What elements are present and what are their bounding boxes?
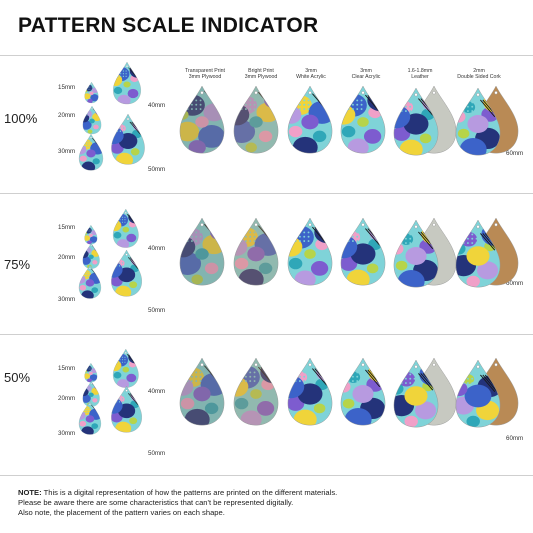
size-guide-earring <box>113 61 141 105</box>
page-title: PATTERN SCALE INDICATOR <box>18 14 319 37</box>
material-sample-earring <box>455 359 501 428</box>
material-sample-earring <box>340 85 386 154</box>
size-label-40mm: 40mm <box>148 245 166 252</box>
size-guide-earring <box>111 113 145 165</box>
size-label-20mm: 20mm <box>58 112 76 119</box>
disclaimer-note: NOTE: This is a digital representation o… <box>18 488 518 518</box>
size-label-20mm: 20mm <box>58 254 76 261</box>
material-sample-earring <box>393 87 439 156</box>
size-label-20mm: 20mm <box>58 395 76 402</box>
size-guide-earring <box>84 81 99 104</box>
size-guide-earring <box>84 363 98 383</box>
note-line-1: This is a digital representation of how … <box>41 488 338 497</box>
material-sample-earring <box>393 219 439 288</box>
material-header-white-acrylic: 3mm White Acrylic <box>296 68 326 81</box>
size-guide-earring <box>111 249 142 297</box>
material-sample-earring <box>179 85 225 154</box>
material-sample-earring <box>233 217 279 286</box>
note-line-2: Please be aware there are some character… <box>18 498 294 507</box>
size-label-15mm: 15mm <box>58 84 76 91</box>
material-sample-earring <box>287 217 333 286</box>
size-guide-earring <box>78 264 102 299</box>
material-sample-earring <box>233 85 279 154</box>
size-guide-earring <box>112 348 139 388</box>
size-label-40mm: 40mm <box>148 102 166 109</box>
material-sample-earring <box>393 359 439 428</box>
size-guide-earring <box>78 133 104 171</box>
note-line-3: Also note, the placement of the pattern … <box>18 508 225 517</box>
size-guide-earring <box>84 224 98 244</box>
material-sample-earring <box>340 217 386 286</box>
note-bold-label: NOTE: <box>18 488 42 497</box>
size-guide-earring <box>111 386 142 433</box>
size-label-30mm: 30mm <box>58 148 76 155</box>
divider-2 <box>0 334 533 335</box>
size-guide-earring <box>82 105 102 135</box>
material-sample-earring <box>455 219 501 288</box>
scale-label: 50% <box>4 370 31 385</box>
size-label-60mm: 60mm <box>506 435 524 442</box>
material-sample-earring <box>287 85 333 154</box>
size-label-15mm: 15mm <box>58 365 76 372</box>
size-label-50mm: 50mm <box>148 307 166 314</box>
size-label-40mm: 40mm <box>148 388 166 395</box>
material-header-cork: 2mm Double Sided Cork <box>457 68 501 81</box>
size-guide-earring <box>112 208 139 248</box>
divider-top <box>0 55 533 56</box>
size-label-15mm: 15mm <box>58 224 76 231</box>
divider-1 <box>0 193 533 194</box>
material-header-leather: 1.6-1.8mm Leather <box>407 68 433 81</box>
size-label-30mm: 30mm <box>58 430 76 437</box>
material-sample-earring <box>233 357 279 426</box>
material-sample-earring <box>287 357 333 426</box>
material-sample-earring <box>179 357 225 426</box>
material-header-clear-acrylic: 3mm Clear Acrylic <box>351 68 381 81</box>
size-guide-earring <box>78 400 102 435</box>
divider-bottom <box>0 475 533 476</box>
material-header-transparent-print: Transparent Print 3mm Plywood <box>185 68 225 81</box>
size-label-50mm: 50mm <box>148 450 166 457</box>
size-label-50mm: 50mm <box>148 166 166 173</box>
material-header-bright-print: Bright Print 3mm Plywood <box>244 68 278 81</box>
size-label-30mm: 30mm <box>58 296 76 303</box>
size-label-60mm: 60mm <box>506 280 524 287</box>
scale-label: 100% <box>4 111 38 126</box>
material-sample-earring <box>455 87 501 156</box>
size-guide-earring <box>82 380 100 407</box>
scale-label: 75% <box>4 257 31 272</box>
size-label-60mm: 60mm <box>506 150 524 157</box>
material-sample-earring <box>340 357 386 426</box>
material-sample-earring <box>179 217 225 286</box>
